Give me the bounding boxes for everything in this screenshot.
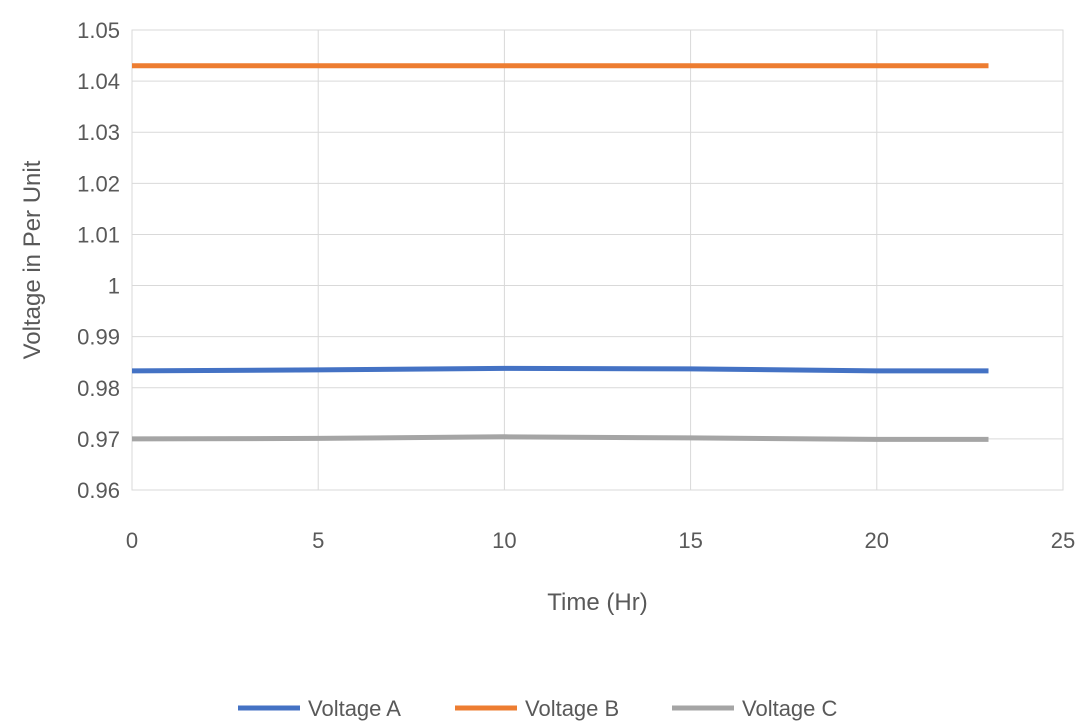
x-axis-title: Time (Hr)	[547, 589, 647, 616]
series-lines	[131, 63, 989, 442]
tick-labels: 0.96 0.97 0.98 0.99 1 1.01 1.02 1.03 1.04 1.05 0 5 1…	[77, 18, 1075, 553]
grid-lines	[131, 29, 1064, 491]
plot-area-border	[131, 29, 1064, 491]
y-axis-title: Voltage in Per Unit	[19, 160, 46, 359]
legend-entry: Voltage B	[455, 696, 619, 721]
y-tick-label: 0.98	[77, 376, 120, 401]
x-tick-label: 10	[492, 528, 516, 553]
legend-label: Voltage B	[525, 696, 619, 721]
y-tick-label: 0.96	[77, 478, 120, 503]
y-tick-label: 1.01	[77, 222, 120, 247]
x-tick-label: 5	[312, 528, 324, 553]
legend-label: Voltage C	[742, 696, 838, 721]
legend: Voltage A Voltage B Voltage C	[238, 696, 838, 721]
x-tick-label: 20	[865, 528, 889, 553]
y-tick-label: 0.97	[77, 427, 120, 452]
y-tick-label: 1.03	[77, 120, 120, 145]
y-tick-label: 0.99	[77, 325, 120, 350]
y-tick-label: 1.05	[77, 18, 120, 43]
y-tick-label: 1.04	[77, 69, 120, 94]
series-line-voltage-a	[131, 365, 989, 374]
legend-label: Voltage A	[308, 696, 401, 721]
series-line-voltage-c	[131, 434, 989, 442]
x-tick-label: 15	[678, 528, 702, 553]
y-tick-label: 1.02	[77, 171, 120, 196]
legend-entry: Voltage A	[238, 696, 401, 721]
legend-entry: Voltage C	[672, 696, 838, 721]
x-tick-label: 25	[1051, 528, 1075, 553]
x-tick-label: 0	[126, 528, 138, 553]
y-tick-label: 1	[108, 274, 120, 299]
